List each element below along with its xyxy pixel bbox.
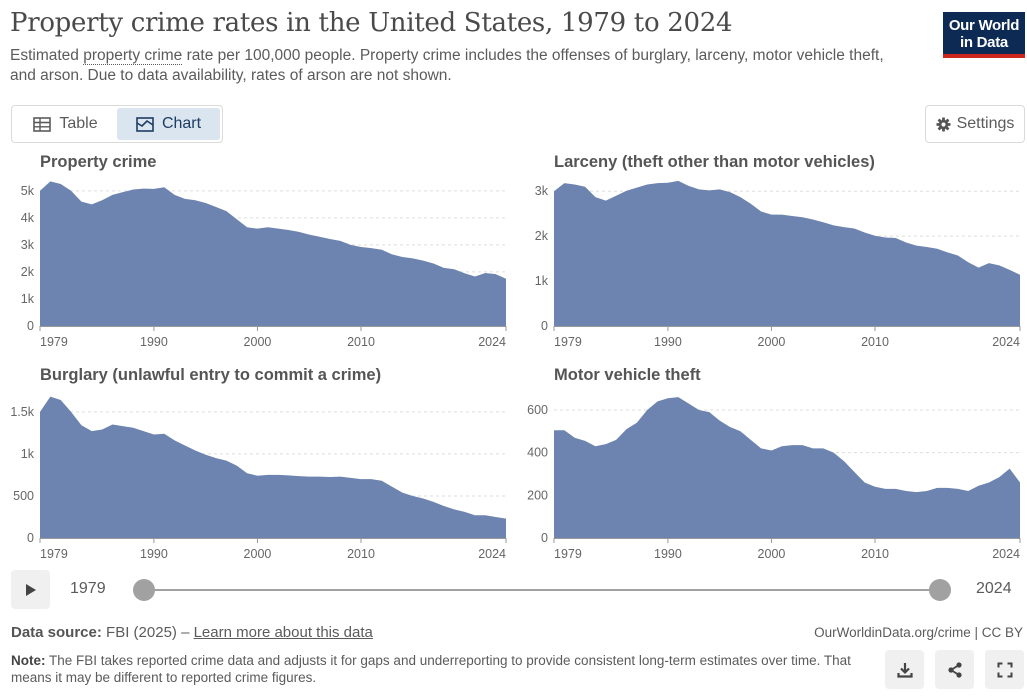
property-crime-term[interactable]: property crime	[83, 47, 183, 65]
x-tick-label: 1979	[40, 335, 68, 349]
motor-vehicle-theft-chart[interactable]: 0 200 400 600 1979 1990 2000 2010 2024	[514, 395, 1027, 561]
timeline-track[interactable]	[144, 589, 940, 591]
burglary-chart[interactable]: 0 500 1k 1.5k 1979 1990 2000 2010 2024	[0, 395, 515, 561]
y-tick-label: 500	[13, 489, 34, 503]
settings-label: Settings	[956, 115, 1015, 132]
panel-title-motor-vehicle-theft: Motor vehicle theft	[554, 366, 701, 384]
note: Note: The FBI takes reported crime data …	[11, 652, 871, 686]
settings-button[interactable]: Settings	[925, 105, 1025, 143]
play-button[interactable]	[11, 570, 50, 609]
larceny-chart[interactable]: 0 1k 2k 3k 1979 1990 2000 2010 2024	[514, 180, 1027, 355]
x-tick-label: 2024	[992, 335, 1020, 349]
logo-line-2: in Data	[960, 34, 1008, 51]
fullscreen-icon	[997, 662, 1012, 677]
source-text: FBI (2025) –	[106, 624, 194, 641]
data-area	[40, 181, 506, 326]
note-label: Note:	[11, 653, 46, 668]
logo-line-1: Our World	[948, 17, 1020, 34]
x-tick-label: 1979	[554, 335, 582, 349]
x-tick-label: 2024	[992, 547, 1020, 561]
view-tabs: Table Chart	[11, 105, 223, 143]
x-tick-label: 1979	[40, 547, 68, 561]
timeline-start-handle[interactable]	[133, 579, 155, 601]
note-text: The FBI takes reported crime data and ad…	[11, 653, 851, 685]
y-tick-label: 2k	[535, 229, 549, 243]
y-tick-label: 600	[527, 403, 548, 417]
y-tick-label: 0	[541, 319, 548, 333]
y-tick-label: 1.5k	[10, 405, 34, 419]
x-tick-label: 2000	[758, 335, 786, 349]
x-tick-label: 1979	[554, 547, 582, 561]
y-tick-label: 1k	[535, 274, 549, 288]
x-tick-label: 2000	[244, 335, 272, 349]
y-tick-label: 4k	[21, 211, 35, 225]
play-icon	[25, 583, 36, 596]
learn-more-link[interactable]: Learn more about this data	[193, 624, 373, 641]
x-tick-label: 1990	[654, 547, 682, 561]
y-tick-label: 3k	[21, 238, 35, 252]
x-tick-label: 2010	[347, 335, 375, 349]
x-tick-label: 1990	[140, 547, 168, 561]
data-source: Data source: FBI (2025) – Learn more abo…	[11, 624, 373, 641]
timeline-end-handle[interactable]	[929, 579, 951, 601]
x-tick-label: 1990	[654, 335, 682, 349]
x-tick-label: 2000	[244, 547, 272, 561]
data-area	[554, 397, 1020, 538]
table-icon	[33, 116, 52, 132]
subtitle-pre: Estimated	[10, 47, 84, 64]
y-tick-label: 200	[527, 488, 548, 502]
tab-table[interactable]: Table	[14, 108, 117, 140]
y-tick-label: 0	[541, 531, 548, 545]
x-tick-label: 2010	[861, 547, 889, 561]
x-tick-label: 2024	[478, 335, 506, 349]
x-tick-label: 2000	[758, 547, 786, 561]
timeline-end-label: 2024	[976, 580, 1012, 597]
subtitle-post: rate per 100,000 people. Property crime …	[10, 47, 884, 84]
panel-title-larceny: Larceny (theft other than motor vehicles…	[554, 153, 875, 171]
tab-table-label: Table	[59, 115, 98, 132]
subtitle: Estimated property crime rate per 100,00…	[10, 46, 910, 86]
share-icon	[947, 661, 962, 678]
tab-chart-label: Chart	[161, 115, 202, 132]
data-area	[40, 396, 506, 538]
gear-icon	[936, 116, 951, 132]
y-tick-label: 0	[27, 319, 34, 333]
page-title: Property crime rates in the United State…	[10, 8, 733, 38]
chart-icon	[136, 116, 154, 132]
y-tick-label: 0	[27, 531, 34, 545]
panel-title-burglary: Burglary (unlawful entry to commit a cri…	[40, 366, 382, 384]
x-tick-label: 2024	[478, 547, 506, 561]
panel-title-property-crime: Property crime	[40, 153, 157, 171]
timeline-start-label: 1979	[70, 580, 106, 597]
y-tick-label: 2k	[21, 265, 35, 279]
data-area	[554, 180, 1020, 326]
property-crime-chart[interactable]: 0 1k 2k 3k 4k 5k 1979 1990 2000 2010 2024	[0, 180, 515, 355]
y-tick-label: 1k	[21, 292, 35, 306]
download-button[interactable]	[885, 650, 924, 689]
y-tick-label: 5k	[21, 184, 35, 198]
x-tick-label: 2010	[347, 547, 375, 561]
owid-logo[interactable]: Our World in Data	[943, 12, 1025, 58]
source-label: Data source:	[11, 624, 102, 641]
tab-chart[interactable]: Chart	[117, 108, 220, 140]
y-tick-label: 3k	[535, 184, 549, 198]
y-tick-label: 400	[527, 446, 548, 460]
x-tick-label: 1990	[140, 335, 168, 349]
credit-text[interactable]: OurWorldinData.org/crime | CC BY	[814, 625, 1023, 640]
y-tick-label: 1k	[21, 447, 35, 461]
x-tick-label: 2010	[861, 335, 889, 349]
fullscreen-button[interactable]	[985, 650, 1024, 689]
share-button[interactable]	[935, 650, 974, 689]
download-icon	[896, 662, 913, 678]
